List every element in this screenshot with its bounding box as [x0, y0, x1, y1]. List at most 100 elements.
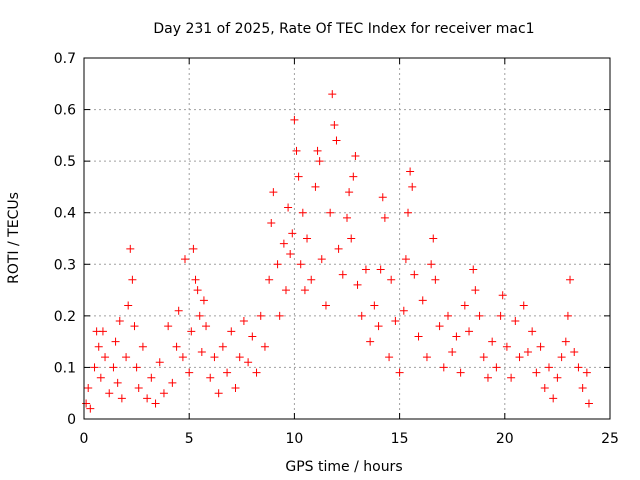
data-point	[244, 358, 253, 367]
x-tick-label: 5	[185, 431, 194, 447]
data-point	[439, 363, 448, 372]
y-tick-label: 0.1	[54, 360, 76, 376]
data-point	[584, 399, 593, 408]
data-point	[239, 317, 248, 326]
data-point	[488, 337, 497, 346]
data-point	[408, 182, 417, 191]
y-tick-label: 0.3	[54, 257, 76, 273]
data-point	[298, 208, 307, 217]
data-point	[122, 353, 131, 362]
data-point	[128, 275, 137, 284]
data-point	[172, 342, 181, 351]
data-point	[465, 327, 474, 336]
data-point	[557, 353, 566, 362]
data-point	[218, 342, 227, 351]
data-point	[391, 317, 400, 326]
data-point	[338, 270, 347, 279]
data-point	[199, 296, 208, 305]
data-point	[235, 353, 244, 362]
data-point	[113, 378, 122, 387]
data-point	[351, 151, 360, 160]
data-point	[460, 301, 469, 310]
x-axis-label: GPS time / hours	[285, 459, 402, 475]
data-point	[578, 384, 587, 393]
data-point	[223, 368, 232, 377]
data-point	[399, 306, 408, 315]
data-point	[471, 286, 480, 295]
y-tick-label: 0.7	[54, 51, 76, 67]
data-point	[151, 399, 160, 408]
data-point	[143, 394, 152, 403]
data-point	[96, 373, 105, 382]
data-point	[404, 208, 413, 217]
data-point	[357, 311, 366, 320]
data-point	[443, 311, 452, 320]
data-point	[82, 399, 91, 408]
grid-lines	[84, 58, 610, 419]
data-point	[532, 368, 541, 377]
x-tick-label: 10	[285, 431, 303, 447]
x-tick-label: 15	[391, 431, 409, 447]
data-point	[311, 182, 320, 191]
data-point	[273, 260, 282, 269]
data-point	[387, 275, 396, 284]
y-tick-label: 0	[67, 412, 76, 428]
data-point	[187, 327, 196, 336]
x-tick-label: 25	[601, 431, 619, 447]
data-point	[378, 193, 387, 202]
data-point	[193, 286, 202, 295]
data-point	[180, 255, 189, 264]
data-point	[174, 306, 183, 315]
data-point	[334, 244, 343, 253]
data-point	[511, 317, 520, 326]
data-point	[155, 358, 164, 367]
data-point	[549, 394, 558, 403]
data-point	[267, 219, 276, 228]
data-point	[294, 172, 303, 181]
data-point	[519, 301, 528, 310]
data-point	[126, 244, 135, 253]
data-point	[321, 301, 330, 310]
data-point	[178, 353, 187, 362]
data-point	[353, 280, 362, 289]
data-point	[307, 275, 316, 284]
data-point	[185, 368, 194, 377]
data-point	[317, 255, 326, 264]
data-point	[492, 363, 501, 372]
data-point	[528, 327, 537, 336]
data-point	[286, 249, 295, 258]
data-point	[452, 332, 461, 341]
data-point	[431, 275, 440, 284]
data-point	[429, 234, 438, 243]
plot-frame	[83, 57, 611, 420]
chart-title: Day 231 of 2025, Rate Of TEC Index for r…	[153, 21, 534, 37]
data-point	[111, 337, 120, 346]
data-point	[84, 384, 93, 393]
data-point	[347, 234, 356, 243]
data-point	[366, 337, 375, 346]
data-point	[345, 188, 354, 197]
data-point	[361, 265, 370, 274]
data-point	[292, 146, 301, 155]
data-point	[214, 389, 223, 398]
data-point	[422, 353, 431, 362]
data-point	[523, 347, 532, 356]
data-point	[410, 270, 419, 279]
data-point	[189, 244, 198, 253]
data-point	[326, 208, 335, 217]
data-point	[206, 373, 215, 382]
data-point	[288, 229, 297, 238]
data-point	[401, 255, 410, 264]
data-point	[475, 311, 484, 320]
data-point	[427, 260, 436, 269]
data-point	[515, 353, 524, 362]
data-point	[101, 353, 110, 362]
x-tick-label: 20	[496, 431, 514, 447]
data-point	[536, 342, 545, 351]
data-point	[256, 311, 265, 320]
data-point	[275, 311, 284, 320]
data-point	[197, 347, 206, 356]
data-point	[469, 265, 478, 274]
data-point	[544, 363, 553, 372]
